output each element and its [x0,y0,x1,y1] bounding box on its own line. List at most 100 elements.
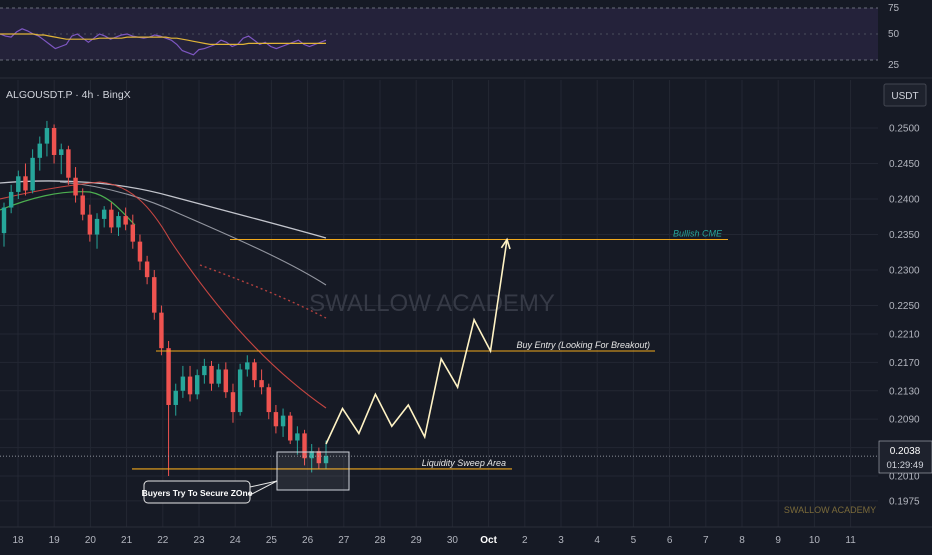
time-tick-label: 29 [411,535,423,546]
time-tick-label: 22 [157,535,169,546]
candle-body [123,216,128,225]
price-tick-label: 0.2090 [889,415,920,426]
time-tick-label: 19 [49,535,61,546]
time-tick-label: 2 [522,535,528,546]
candle-body [116,216,121,228]
ma-line-red-dashed [199,264,327,319]
time-tick-label: 7 [703,535,709,546]
projected-path-arrowhead [500,237,511,250]
time-tick-label: 26 [302,535,314,546]
rsi-tick-50: 50 [888,29,900,40]
candle-body [130,224,136,242]
watermark-small: SWALLOW ACADEMY [784,505,876,515]
candle-body [187,376,193,395]
candle-body [309,451,314,459]
buyer-zone-box[interactable] [276,451,350,491]
time-tick-label: 30 [447,535,459,546]
buy-entry-label: Buy Entry (Looking For Breakout) [516,340,650,350]
candle-body [144,261,150,278]
candle-body [280,415,286,427]
candle-body [173,390,178,405]
candle-body [194,375,200,395]
time-tick-label: 18 [12,535,24,546]
rsi-panel: 75 50 25 [0,0,900,71]
rsi-tick-75: 75 [888,3,900,14]
rsi-ma-line [0,33,326,45]
candle-body [316,451,322,464]
candle-body [237,369,243,413]
time-tick-label: 21 [121,535,133,546]
price-tick-label: 0.2350 [889,230,920,241]
price-tick-label: 0.2450 [889,159,920,170]
candle-body [159,312,164,349]
candle-body [266,387,271,413]
time-tick-label: 3 [558,535,564,546]
candle-body [80,195,85,215]
candle-body [1,207,7,234]
time-axis[interactable]: 18 19 20 21 22 23 24 25 26 27 28 29 30 Oct 2 3 4 5 6 7 8 9 10 1… [12,535,856,546]
candle-body [51,128,57,155]
candle-body [252,362,257,381]
time-tick-label: 23 [193,535,205,546]
callout-pointer [249,480,278,496]
candle-body [180,376,186,391]
liquidity-sweep-label: Liquidity Sweep Area [422,458,506,468]
price-tick-label: 0.2400 [889,195,920,206]
bullish-cme-label: Bullish CME [673,229,723,239]
time-tick-label: Oct [480,535,497,546]
candle-body [288,415,293,441]
candle-body [66,149,71,178]
price-axis[interactable]: 0.2500 0.2450 0.2400 0.2350 0.2300 0.2250 0.22… [889,124,920,508]
time-tick-label: 8 [739,535,745,546]
watermark: SWALLOW ACADEMY [309,290,555,317]
price-tick-label: 0.2500 [889,124,920,135]
last-price-countdown: 01:29:49 [887,460,924,471]
time-tick-label: 5 [631,535,637,546]
projected-path[interactable] [325,239,508,445]
time-tick-label: 9 [775,535,781,546]
time-tick-label: 24 [230,535,242,546]
time-tick-label: 25 [266,535,278,546]
ma-line-red [0,181,327,409]
price-tick-label: 0.2170 [889,358,920,369]
candle-body [87,214,93,235]
candle-body [259,380,264,388]
price-tick-label: 0.2130 [889,386,920,397]
candle-body [101,209,107,219]
candle-body [23,176,28,191]
candle-body [8,191,14,208]
candle-body [59,149,64,155]
candle-body [94,218,100,235]
currency-badge[interactable] [883,83,927,107]
time-tick-label: 11 [845,535,856,546]
price-tick-label: 0.2010 [889,472,920,483]
time-tick-label: 10 [809,535,821,546]
last-price-value: 0.2038 [890,446,921,457]
time-tick-label: 28 [374,535,386,546]
price-tick-label: 0.2210 [889,329,920,340]
rsi-tick-25: 25 [888,60,900,71]
time-tick-label: 27 [338,535,350,546]
buyers-callout[interactable]: Buyers Try To Secure ZOne [142,480,278,504]
candle-body [323,456,329,464]
price-tick-label: 0.2300 [889,266,920,277]
candle-body [230,392,236,413]
time-tick-label: 4 [594,535,600,546]
ma-line-white [0,180,327,239]
candle-body [202,365,207,376]
candle-body [37,143,42,158]
candles-layer [1,120,329,476]
time-tick-label: 6 [667,535,673,546]
time-tick-label: 20 [85,535,97,546]
ma-line-grey [59,181,327,286]
candle-body [223,369,229,393]
candle-body [44,128,50,144]
currency-label: USDT [891,91,918,102]
ma-line-green [0,191,136,226]
candle-body [137,241,143,262]
candle-body [302,433,307,459]
symbol-title: ALGOUSDT.P · 4h · BingX [6,89,131,101]
price-tick-label: 0.1975 [889,496,920,507]
